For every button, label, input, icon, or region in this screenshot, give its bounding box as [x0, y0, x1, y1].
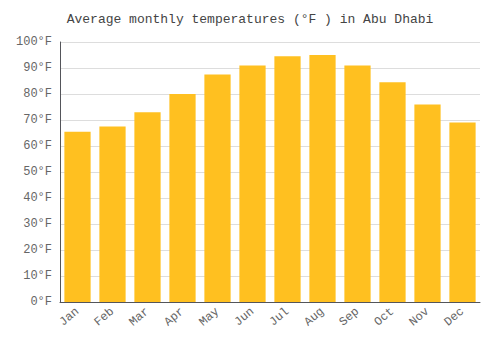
svg-text:30°F: 30°F — [23, 217, 52, 231]
svg-text:Aug: Aug — [301, 305, 327, 330]
svg-text:Dec: Dec — [441, 305, 467, 330]
svg-text:Average monthly temperatures (: Average monthly temperatures (°F ) in Ab… — [67, 12, 434, 27]
svg-text:Jun: Jun — [231, 305, 257, 330]
svg-text:0°F: 0°F — [30, 295, 52, 309]
svg-text:Feb: Feb — [91, 305, 117, 330]
svg-text:100°F: 100°F — [16, 35, 52, 49]
svg-text:80°F: 80°F — [23, 87, 52, 101]
svg-text:60°F: 60°F — [23, 139, 52, 153]
svg-text:10°F: 10°F — [23, 269, 52, 283]
svg-text:90°F: 90°F — [23, 61, 52, 75]
svg-text:Oct: Oct — [371, 305, 397, 330]
svg-text:May: May — [196, 305, 222, 330]
svg-text:70°F: 70°F — [23, 113, 52, 127]
svg-text:Nov: Nov — [406, 305, 432, 330]
svg-text:Jul: Jul — [266, 305, 292, 330]
svg-text:Sep: Sep — [336, 305, 362, 330]
svg-text:Jan: Jan — [56, 305, 82, 330]
svg-text:Apr: Apr — [161, 305, 187, 330]
svg-text:Mar: Mar — [126, 305, 152, 330]
svg-text:20°F: 20°F — [23, 243, 52, 257]
svg-text:50°F: 50°F — [23, 165, 52, 179]
svg-text:40°F: 40°F — [23, 191, 52, 205]
